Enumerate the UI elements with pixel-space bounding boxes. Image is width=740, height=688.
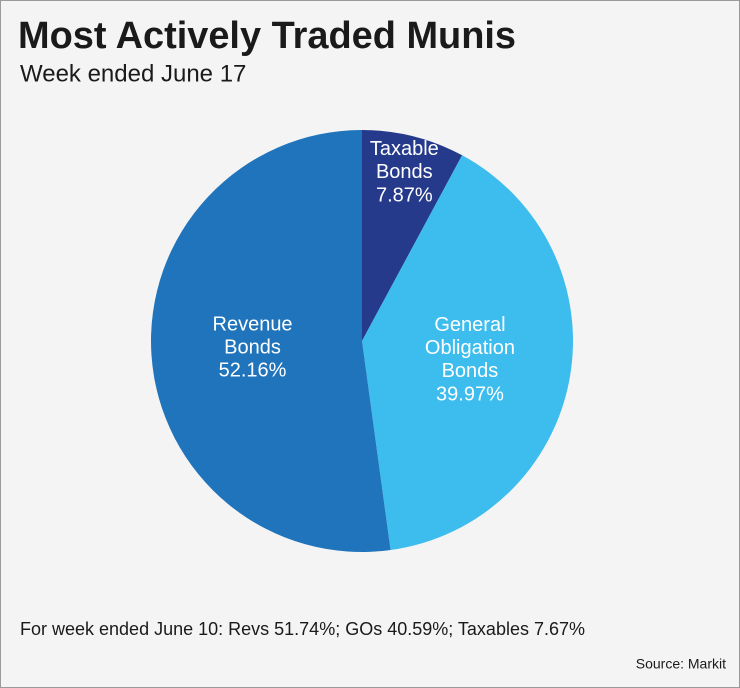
source: Source: Markit [636,656,726,672]
slice-label: Revenue Bonds [213,314,293,359]
note: For week ended June 10: Revs 51.74%; GOs… [20,619,585,639]
chart-subtitle: Week ended June 17 [20,60,246,87]
pie-slice [362,130,463,341]
slice-value-label: 7.87% [376,185,433,207]
slice-label: General Obligation Bonds [425,314,515,382]
slice-label: Taxable Bonds [370,139,439,184]
slice-value-label: 52.16% [219,360,287,382]
slice-value-label: 39.97% [436,383,504,405]
chart-title: Most Actively Traded Munis [18,15,516,57]
pie-slice [150,130,391,552]
pie-slice [362,155,574,551]
